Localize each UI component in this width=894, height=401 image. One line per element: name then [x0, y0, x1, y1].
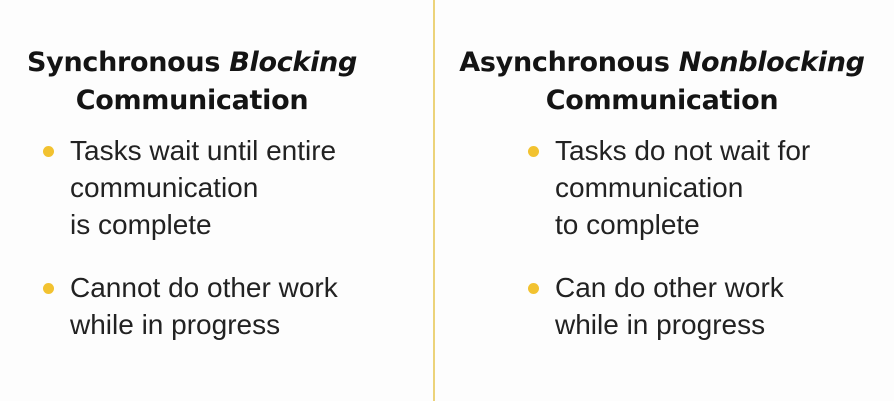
bullet-text: Can do other work while in progress	[555, 269, 885, 343]
heading-line-2: Communication	[545, 85, 779, 117]
bullet-item: Cannot do other work while in progress	[43, 269, 410, 343]
bullet-item: Can do other work while in progress	[528, 269, 885, 343]
column-divider	[433, 0, 435, 401]
heading-prefix: Synchronous	[27, 47, 230, 79]
bullet-line: communication	[555, 172, 744, 203]
bullet-line: Cannot do other work	[70, 272, 338, 303]
bullet-line: communication	[70, 172, 259, 203]
heading-line-1: Asynchronous Nonblocking	[435, 44, 889, 82]
synchronous-heading: Synchronous Blocking Communication	[0, 44, 384, 120]
heading-line-1: Synchronous Blocking	[0, 44, 384, 82]
bullet-line: Can do other work	[555, 272, 784, 303]
bullet-line: to complete	[555, 209, 700, 240]
bullet-line: Tasks wait until entire	[70, 135, 337, 166]
synchronous-bullet-list: Tasks wait until entire communication is…	[43, 132, 410, 369]
bullet-dot-icon	[43, 283, 54, 294]
heading-prefix: Asynchronous	[459, 47, 679, 79]
bullet-line: is complete	[70, 209, 212, 240]
heading-emphasis: Blocking	[229, 47, 357, 79]
bullet-dot-icon	[528, 283, 539, 294]
bullet-text: Tasks do not wait for communication to c…	[555, 132, 885, 243]
asynchronous-bullet-list: Tasks do not wait for communication to c…	[528, 132, 885, 369]
asynchronous-column: Asynchronous Nonblocking Communication T…	[435, 0, 894, 401]
bullet-text: Tasks wait until entire communication is…	[70, 132, 410, 243]
bullet-dot-icon	[43, 146, 54, 157]
bullet-item: Tasks do not wait for communication to c…	[528, 132, 885, 243]
heading-emphasis: Nonblocking	[678, 47, 865, 79]
asynchronous-heading: Asynchronous Nonblocking Communication	[435, 44, 889, 120]
synchronous-column: Synchronous Blocking Communication Tasks…	[0, 0, 433, 401]
bullet-item: Tasks wait until entire communication is…	[43, 132, 410, 243]
bullet-dot-icon	[528, 146, 539, 157]
bullet-line: Tasks do not wait for	[555, 135, 811, 166]
bullet-text: Cannot do other work while in progress	[70, 269, 410, 343]
bullet-line: while in progress	[70, 309, 281, 340]
heading-line-2: Communication	[75, 85, 309, 117]
bullet-line: while in progress	[555, 309, 766, 340]
